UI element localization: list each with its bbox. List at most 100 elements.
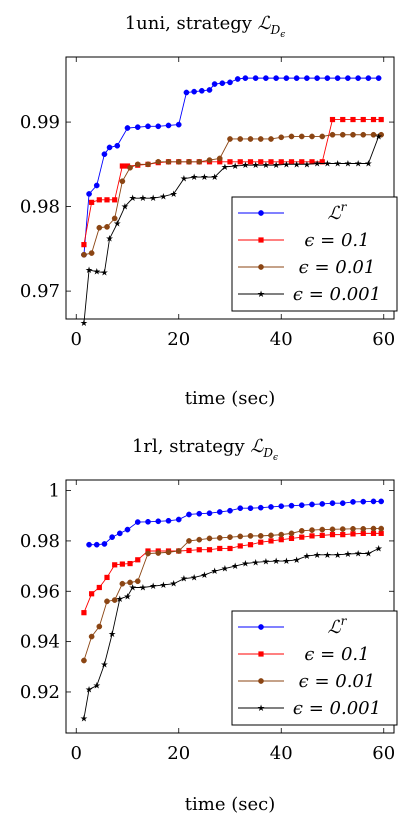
data-point — [378, 530, 384, 536]
data-point — [175, 158, 182, 165]
data-point — [124, 163, 131, 169]
data-point — [145, 550, 151, 557]
chart-title-text: 1rl, strategy — [132, 436, 250, 457]
series-1 — [86, 498, 385, 548]
legend-label-text: ϵ = 0.01 — [299, 671, 376, 692]
legend-label-text: ϵ = 0.1 — [304, 230, 369, 251]
data-point — [339, 526, 346, 532]
series-3 — [81, 131, 385, 258]
data-point: ★ — [375, 544, 383, 554]
data-point — [196, 547, 202, 553]
data-point — [227, 159, 233, 165]
data-point — [234, 76, 241, 82]
data-point — [155, 123, 162, 130]
legend-label: ϵ = 0.01 — [299, 257, 376, 278]
data-point: ★ — [159, 192, 167, 202]
data-point — [135, 557, 141, 563]
data-point — [370, 525, 377, 532]
data-point — [175, 548, 182, 554]
data-point: ★ — [293, 556, 301, 566]
data-point — [155, 158, 162, 165]
data-point: ★ — [282, 557, 290, 567]
data-point: ★ — [313, 551, 321, 561]
data-point — [329, 532, 336, 538]
data-point: ★ — [211, 173, 219, 183]
data-point: ★ — [211, 567, 219, 577]
data-point — [217, 159, 223, 165]
data-point — [278, 537, 284, 543]
data-point: ★ — [170, 190, 178, 200]
data-point — [360, 498, 367, 505]
data-point: ★ — [252, 558, 260, 568]
data-point — [183, 89, 190, 96]
legend-label-sup: r — [341, 200, 348, 214]
data-point — [145, 123, 151, 130]
data-point — [350, 499, 356, 505]
data-point — [175, 516, 182, 523]
data-point: ★ — [80, 319, 88, 329]
data-point: ★ — [344, 550, 352, 560]
data-point — [116, 530, 123, 537]
data-point — [298, 528, 305, 534]
data-point: ★ — [139, 194, 147, 204]
data-point — [360, 530, 366, 536]
data-point — [309, 133, 315, 140]
data-point — [165, 158, 172, 165]
data-point — [237, 543, 243, 549]
data-point — [370, 116, 377, 123]
data-point: ★ — [113, 219, 121, 229]
data-point — [211, 81, 218, 87]
data-point — [112, 562, 118, 568]
data-point — [186, 547, 192, 554]
data-point — [93, 182, 100, 189]
legend: ℒr ϵ = 0.1 ϵ = 0.01 ★ ϵ = 0.001 — [231, 610, 398, 726]
x-axis-label: time (sec) — [185, 388, 275, 409]
data-point — [104, 224, 110, 230]
legend-marker: ★ — [257, 704, 265, 714]
data-point — [88, 633, 95, 640]
data-point: ★ — [159, 581, 167, 591]
data-point — [127, 579, 133, 586]
data-point — [217, 545, 223, 552]
legend-label-text: ℒ — [328, 617, 342, 638]
data-point — [242, 75, 249, 81]
data-point — [278, 531, 285, 538]
data-point — [186, 158, 192, 165]
data-point — [227, 534, 233, 540]
series-4: ★★★★★★★★★★★★★★★★★★★★★★★★★★★★★★★★ — [80, 132, 383, 329]
data-point — [375, 75, 382, 81]
data-point — [227, 79, 233, 86]
legend-marker — [258, 651, 264, 657]
chart-title-subsub: ϵ — [280, 30, 285, 40]
data-point — [314, 75, 320, 81]
series-1 — [81, 75, 382, 258]
data-point — [134, 519, 141, 525]
data-point — [319, 532, 325, 538]
data-point: ★ — [149, 582, 157, 592]
chart-title-math: ℒ — [258, 13, 272, 34]
data-point: ★ — [149, 194, 157, 204]
legend-marker — [258, 264, 264, 270]
data-point — [288, 535, 295, 542]
data-point — [104, 598, 110, 605]
data-point — [145, 161, 151, 168]
data-point: ★ — [129, 194, 137, 204]
data-point: ★ — [364, 550, 372, 560]
x-axis-label: time (sec) — [185, 794, 275, 815]
chart-title-subsub: ϵ — [273, 453, 278, 463]
data-point: ★ — [85, 266, 93, 276]
series-4: ★★★★★★★★★★★★★★★★★★★★★★★★★★★★★★★★ — [80, 544, 383, 724]
data-point: ★ — [344, 159, 352, 169]
data-point — [216, 509, 223, 515]
data-point: ★ — [80, 714, 88, 724]
data-point — [319, 526, 326, 533]
x-tick-label: 0 — [71, 743, 82, 764]
data-point — [186, 538, 192, 544]
data-point — [127, 560, 133, 567]
data-point — [237, 505, 244, 512]
data-point: ★ — [221, 163, 229, 173]
data-point — [111, 215, 118, 222]
chart-title-sub: D — [270, 23, 281, 37]
legend-marker — [258, 237, 264, 243]
